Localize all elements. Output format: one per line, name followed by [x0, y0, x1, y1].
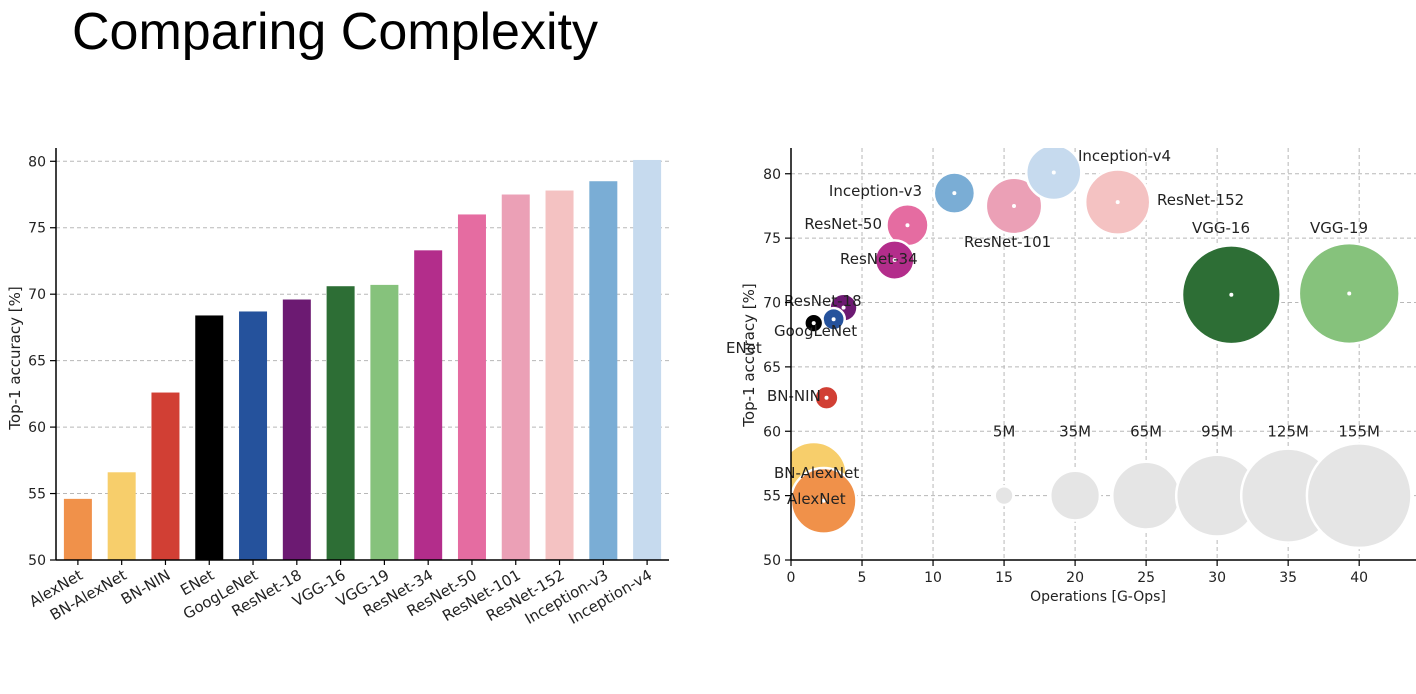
size-legend-bubble-155m: [1307, 443, 1412, 548]
bar-vgg-16: [327, 286, 355, 560]
point-label-resnet-50: ResNet-50: [804, 215, 882, 233]
bar-resnet-50: [458, 214, 486, 560]
bubble-center-inception-v3: [952, 191, 956, 195]
bubble-center-vgg-19: [1347, 291, 1351, 295]
bar-enet: [195, 315, 223, 560]
size-legend-label: 155M: [1338, 422, 1380, 440]
point-label-resnet-101: ResNet-101: [964, 233, 1051, 251]
bar-chart-gridlines: [56, 161, 669, 493]
bubble-x-tick-label: 15: [995, 570, 1013, 586]
bubble-center-resnet-50: [905, 223, 909, 227]
bubble-center-bn-nin: [825, 396, 829, 400]
bubble-size-legend: [995, 443, 1412, 548]
size-legend-label: 95M: [1201, 422, 1233, 440]
size-legend-label: 65M: [1130, 422, 1162, 440]
bubble-y-tick-label: 80: [763, 167, 781, 183]
bar-alexnet: [64, 499, 92, 560]
point-label-resnet-34: ResNet-34: [840, 250, 918, 268]
point-label-resnet-152: ResNet-152: [1157, 191, 1244, 209]
point-label-resnet-18: ResNet-18: [784, 292, 862, 310]
bubble-x-tick-label: 35: [1279, 570, 1297, 586]
point-label-googlenet: GoogLeNet: [774, 322, 857, 340]
point-label-inception-v4: Inception-v4: [1078, 147, 1171, 165]
bar-bn-nin: [151, 393, 179, 560]
bubble-x-tick-label: 30: [1208, 570, 1226, 586]
bubble-center-resnet-152: [1116, 200, 1120, 204]
size-legend-label: 35M: [1059, 422, 1091, 440]
bar-resnet-152: [546, 191, 574, 560]
bubble-x-tick-label: 40: [1350, 570, 1368, 586]
bar-resnet-101: [502, 195, 530, 560]
bar-chart-y-ticks: 50 55 60 65 70 75 80: [28, 154, 56, 569]
bubble-y-tick-label: 65: [763, 360, 781, 376]
bubble-y-tick-label: 55: [763, 489, 781, 505]
bubble-center-resnet-101: [1012, 204, 1016, 208]
bubble-chart-y-ticks: 50 55 60 65 70 75 80: [763, 167, 791, 569]
point-label-alexnet: AlexNet: [787, 490, 846, 508]
bar-inception-v3: [589, 181, 617, 560]
bubble-x-tick-label: 5: [858, 570, 867, 586]
size-legend-bubble-65m: [1112, 462, 1180, 530]
bar-x-tick-label: BN-NIN: [118, 566, 174, 608]
bar-resnet-34: [414, 250, 442, 560]
bubble-center-googlenet: [832, 317, 836, 321]
point-label-inception-v3: Inception-v3: [829, 182, 922, 200]
bar-chart-axes: [56, 148, 669, 560]
bar-y-tick-label: 55: [28, 487, 46, 503]
bar-googlenet: [239, 311, 267, 560]
bar-resnet-18: [283, 300, 311, 560]
bubble-y-tick-label: 50: [763, 553, 781, 569]
bar-y-tick-label: 50: [28, 553, 46, 569]
bar-y-tick-label: 65: [28, 354, 46, 370]
bubble-center-inception-v4: [1052, 170, 1056, 174]
bubble-chart-y-axis-label: Top-1 accuracy [%]: [740, 283, 758, 427]
point-label-bn-alexnet: BN-AlexNet: [774, 464, 859, 482]
bar-bn-alexnet: [108, 472, 136, 560]
size-legend-label: 5M: [993, 422, 1016, 440]
bubble-y-tick-label: 75: [763, 231, 781, 247]
bubble-y-tick-label: 60: [763, 424, 781, 440]
bubble-x-tick-label: 25: [1137, 570, 1155, 586]
bar-inception-v4: [633, 160, 661, 560]
bar-y-tick-label: 75: [28, 221, 46, 237]
size-legend-bubble-5m: [995, 486, 1014, 505]
bubble-y-tick-label: 70: [763, 296, 781, 312]
bubble-chart-x-axis-label: Operations [G-Ops]: [1030, 589, 1166, 605]
bar-y-tick-label: 80: [28, 154, 46, 170]
bar-y-tick-label: 70: [28, 287, 46, 303]
bubble-x-tick-label: 0: [787, 570, 796, 586]
bar-vgg-19: [370, 285, 398, 560]
bubble-chart-x-ticks: 0 5 10 15 20 25 30 35 40: [787, 560, 1369, 586]
bubble-chart: AlexNetBN-AlexNetBN-NINENetGoogLeNetResN…: [712, 0, 1416, 694]
bar-chart-bars: [64, 160, 661, 560]
point-label-vgg-16: VGG-16: [1192, 219, 1250, 237]
bubble-x-tick-label: 10: [924, 570, 942, 586]
size-legend-label: 125M: [1267, 422, 1309, 440]
bar-chart-y-axis-label: Top-1 accuracy [%]: [6, 286, 24, 430]
size-legend-bubble-35m: [1050, 471, 1100, 521]
point-label-bn-nin: BN-NIN: [767, 387, 821, 405]
bubble-center-vgg-16: [1229, 293, 1233, 297]
bar-y-tick-label: 60: [28, 420, 46, 436]
point-label-vgg-19: VGG-19: [1310, 219, 1368, 237]
bubble-x-tick-label: 20: [1066, 570, 1084, 586]
